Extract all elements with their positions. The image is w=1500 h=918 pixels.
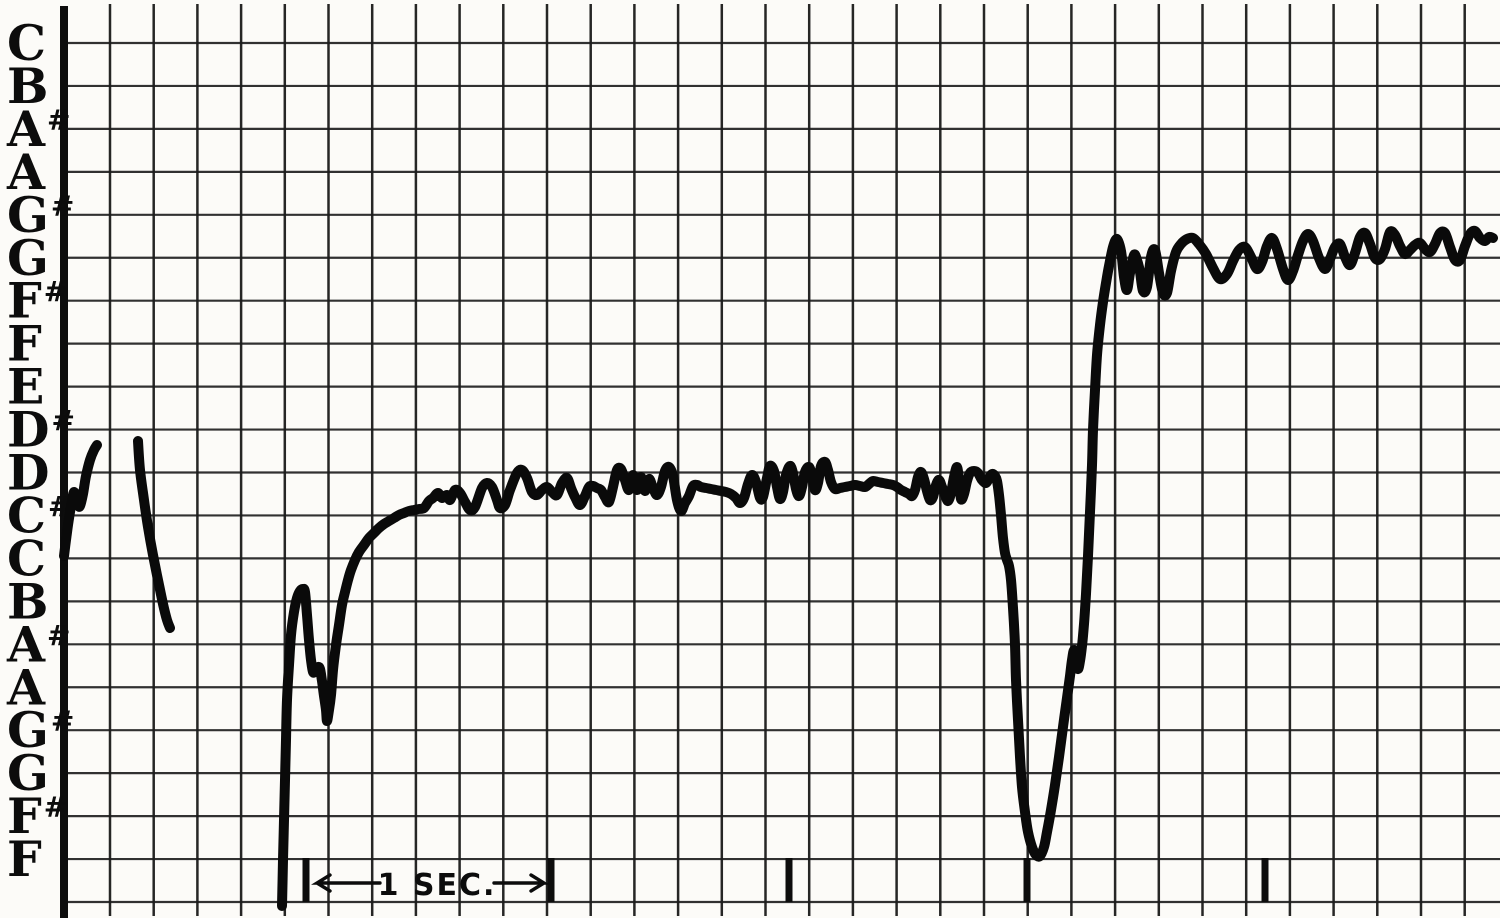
second-tick [547, 858, 555, 902]
second-tick [1023, 858, 1031, 902]
time-scale-label: 1 SEC. [378, 868, 497, 903]
grid-vertical-lines [108, 4, 1466, 916]
note-label-c-0: C [7, 14, 46, 72]
second-tick [1261, 858, 1269, 902]
note-label-f-19: F [7, 830, 42, 888]
note-label-c-12: C [7, 529, 46, 587]
second-tick [302, 858, 310, 902]
right-arrow-icon [492, 873, 551, 893]
pitch-trace-lead-in-fragment-1 [59, 440, 102, 561]
note-axis-labels: CBA#AG#GF#FED#DC#CBA#AG#GF#F [6, 14, 75, 888]
note-label-b-1: B [7, 57, 48, 115]
second-tick-marks [302, 858, 1269, 902]
note-label-a-15: A [6, 658, 46, 716]
note-label-g-sharp-4: G# [7, 186, 74, 244]
left-arrow-icon [310, 873, 382, 893]
note-label-e-8: E [7, 358, 44, 416]
note-label-g-sharp-16: G# [7, 701, 74, 759]
note-label-d-10: D [7, 444, 50, 502]
note-label-f-7: F [7, 315, 42, 373]
grid-horizontal-lines [60, 41, 1500, 904]
note-label-a-3: A [6, 143, 46, 201]
note-label-a-sharp-2: A# [6, 100, 71, 158]
pitch-trace-main-utterance [277, 225, 1498, 911]
pitch-trace-lead-in-fragment-2 [133, 436, 175, 633]
note-label-f-sharp-6: F# [7, 272, 67, 330]
note-label-a-sharp-14: A# [6, 615, 71, 673]
note-label-g-17: G [7, 744, 49, 802]
time-scale-annotation: 1 SEC. [310, 868, 551, 903]
note-label-d-sharp-9: D# [7, 401, 75, 459]
note-label-b-13: B [7, 572, 48, 630]
pitch-trace [59, 225, 1498, 911]
second-tick [785, 858, 793, 902]
note-label-g-5: G [7, 229, 49, 287]
note-label-f-sharp-18: F# [7, 787, 67, 845]
